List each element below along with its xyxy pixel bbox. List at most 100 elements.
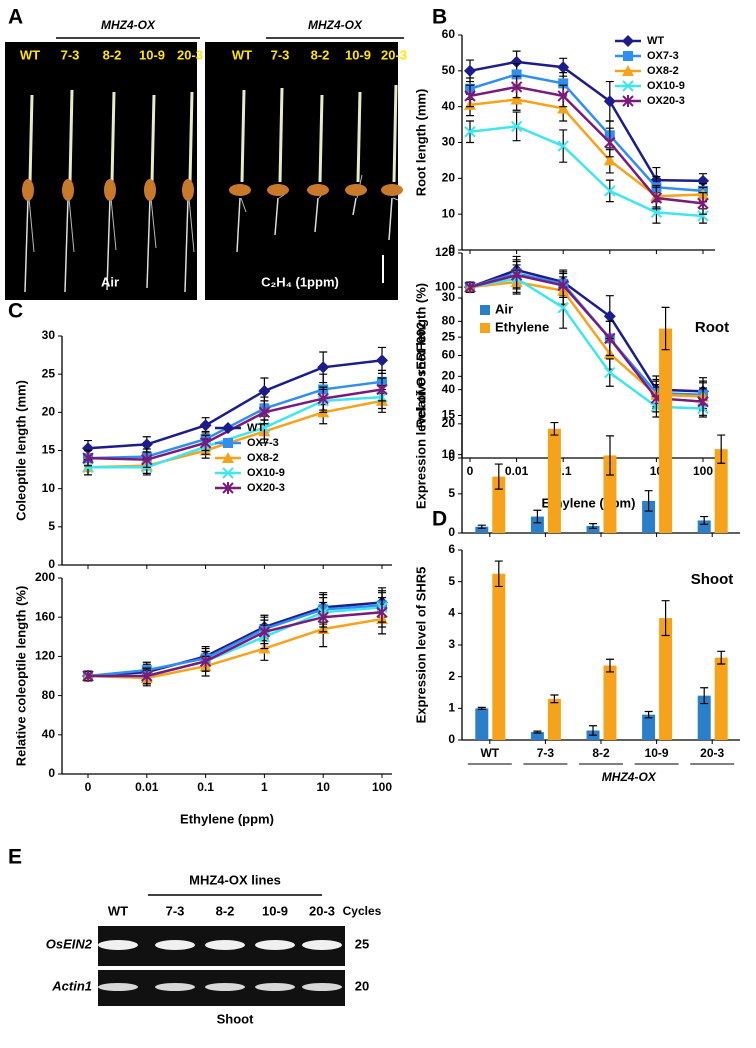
- marker: [376, 383, 388, 396]
- photo-background: [5, 42, 197, 300]
- condition-label: Air: [101, 274, 119, 289]
- error-bar: [533, 509, 542, 524]
- y-tick-label: 40: [42, 727, 56, 741]
- gel-lane-label: 7-3: [166, 903, 185, 918]
- y-axis-title: Expression level of SHR5: [413, 567, 428, 724]
- gel-lane-label: 8-2: [216, 903, 235, 918]
- seedling-root: [274, 197, 279, 236]
- bar: [714, 657, 728, 740]
- seed: [144, 179, 156, 201]
- line: [88, 395, 383, 469]
- marker: [376, 606, 388, 619]
- marker: [510, 93, 523, 105]
- y-tick-label: 100: [435, 279, 455, 293]
- seedling-root: [106, 197, 111, 291]
- legend-label: OX10-9: [247, 467, 285, 479]
- y-tick-label: 20: [42, 405, 56, 419]
- x-tick-label: 0.1: [197, 780, 214, 794]
- seedling-shoot: [392, 84, 398, 183]
- annotation: Root: [695, 319, 729, 336]
- y-tick-label: 10: [42, 481, 56, 495]
- lane-label: 7-3: [61, 47, 80, 62]
- error-bar: [606, 435, 614, 476]
- y-tick-label: 4: [448, 606, 455, 620]
- marker: [604, 136, 616, 149]
- gel-lane-label: 20-3: [309, 903, 335, 918]
- y-tick-label: 5: [48, 519, 55, 533]
- seed: [182, 179, 194, 201]
- y-tick-label: 30: [442, 135, 456, 149]
- error-bar: [661, 600, 670, 637]
- legend-label: WT: [247, 422, 264, 434]
- marker: [558, 78, 569, 89]
- y-tick-label: 0: [48, 766, 55, 780]
- marker: [557, 140, 569, 152]
- legend-label: WT: [647, 35, 664, 47]
- y-axis-title: Expression level of OsERF002: [413, 322, 428, 509]
- gel-band: [302, 940, 342, 950]
- legend-label: OX8-2: [647, 65, 679, 77]
- marker: [603, 154, 616, 166]
- bar: [697, 695, 711, 740]
- bar: [547, 428, 561, 533]
- y-tick-label: 0: [448, 450, 455, 464]
- panel-label: C: [8, 300, 23, 323]
- gel-band: [155, 940, 195, 950]
- y-tick-label: 0: [448, 732, 455, 746]
- seed: [22, 179, 34, 201]
- y-tick-label: 30: [442, 290, 456, 304]
- error-bar: [533, 730, 542, 734]
- line: [87, 399, 383, 469]
- error-bar: [717, 434, 726, 464]
- error-bar: [644, 490, 653, 512]
- error-bar: [494, 463, 503, 490]
- line: [87, 617, 383, 680]
- legend-marker: [622, 95, 634, 107]
- legend-marker: [622, 35, 634, 47]
- line: [87, 601, 383, 678]
- marker: [199, 655, 212, 668]
- error-bar: [644, 710, 653, 719]
- lane-label: 10-9: [139, 47, 165, 62]
- line: [88, 611, 383, 678]
- y-tick-label: 2: [448, 669, 455, 683]
- marker: [557, 301, 569, 314]
- x-tick-label: 7-3: [537, 746, 555, 760]
- bar: [697, 520, 711, 533]
- bar: [642, 714, 656, 740]
- photo-background: [205, 42, 398, 300]
- y-axis-title: Coleoptile length (mm): [13, 380, 28, 521]
- line: [87, 380, 383, 460]
- seedling-root: [28, 197, 35, 253]
- gel-lane-label: 10-9: [262, 903, 288, 918]
- lane-label: WT: [232, 47, 252, 62]
- x-tick-label: 8-2: [592, 746, 610, 760]
- line: [469, 98, 704, 198]
- seedling-shoot: [240, 89, 246, 183]
- error-bar: [700, 687, 709, 705]
- lane-label: 20-3: [381, 47, 407, 62]
- y-tick-label: 1: [448, 701, 455, 715]
- error-bar: [494, 560, 503, 588]
- y-tick-label: 120: [435, 245, 455, 259]
- seedling-root: [24, 197, 29, 293]
- y-tick-label: 15: [442, 408, 456, 422]
- marker: [557, 89, 569, 102]
- seedling-root: [64, 197, 69, 293]
- tissue-label: Shoot: [217, 1011, 254, 1026]
- legend-marker: [222, 482, 234, 494]
- seedling-root: [388, 197, 393, 241]
- y-tick-label: 0: [448, 525, 455, 539]
- seedling-shoot: [28, 94, 34, 183]
- bar: [475, 526, 489, 533]
- seedling-root: [188, 197, 195, 253]
- bar: [547, 698, 561, 740]
- seedling-root: [352, 197, 357, 216]
- legend-marker: [222, 452, 234, 463]
- lane-label: 8-2: [103, 47, 122, 62]
- seedling-root: [146, 197, 151, 289]
- gene-label: OsEIN2: [46, 936, 93, 951]
- x-tick-label: WT: [480, 746, 499, 760]
- bar: [714, 449, 728, 533]
- marker: [603, 310, 616, 323]
